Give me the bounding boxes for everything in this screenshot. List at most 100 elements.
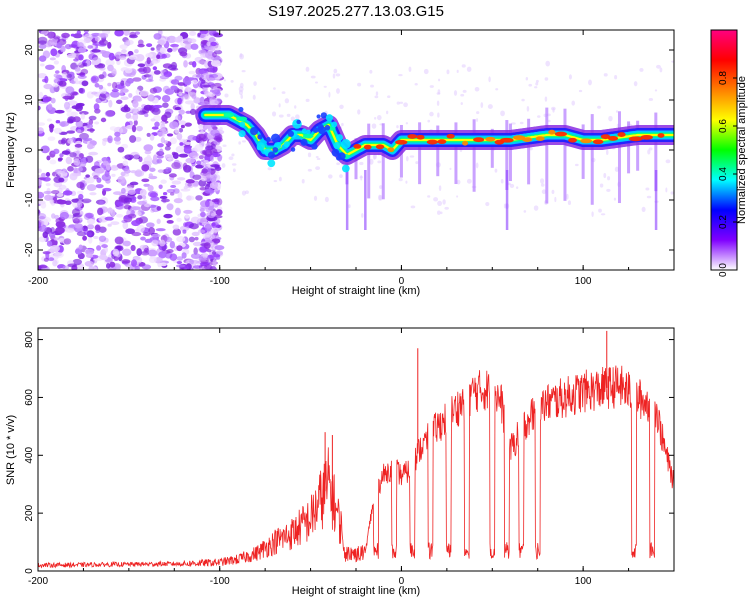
noise-blob [98,254,106,260]
noise-blob [203,242,211,250]
noise-blob [153,33,162,40]
noise-blob [170,192,175,196]
noise-dot [597,105,601,109]
y-tick-label: 10 [24,94,35,106]
noise-blob [63,101,71,110]
ridge-peak [657,133,665,138]
noise-blob [185,214,190,219]
noise-dot [462,89,467,93]
noise-dot [466,178,472,184]
noise-blob [107,82,112,87]
noise-dot [656,64,661,69]
noise-dot [552,107,555,113]
noise-blob [214,100,221,105]
noise-blob [98,39,109,46]
turbulence-blob [290,147,296,152]
noise-blob [127,189,136,195]
snr-series-line [38,365,674,569]
noise-dot [361,213,364,218]
noise-blob [203,68,209,72]
colorbar-tick-label: 0.2 [718,215,729,229]
noise-blob [148,256,157,264]
noise-blob [158,251,167,259]
noise-blob [127,213,137,219]
noise-blob [85,253,94,258]
noise-dot [446,69,450,75]
noise-blob [183,146,192,154]
noise-blob [40,97,51,103]
noise-blob [97,63,106,69]
x-tick-label: 0 [399,276,405,287]
noise-blob [201,168,208,174]
noise-dot [357,109,361,115]
ridge-peak [548,129,556,135]
noise-dot [423,68,429,75]
noise-blob [191,231,200,237]
noise-blob [131,219,141,227]
ridge-peak [485,136,496,142]
noise-dot [369,69,373,74]
noise-blob [86,128,96,132]
noise-dot [613,197,617,201]
x-tick-label: 100 [575,276,592,287]
ridge-peak [500,137,514,143]
noise-blob [131,124,137,133]
noise-blob [138,156,143,163]
noise-blob [77,42,84,48]
noise-blob [183,185,188,190]
noise-dot [578,89,583,93]
turbulence-blob [272,147,279,153]
noise-blob [172,224,180,230]
noise-blob [48,257,55,262]
noise-blob [194,236,199,241]
noise-blob [97,207,104,216]
noise-dot [487,104,493,109]
noise-blob [87,45,93,49]
noise-blob [160,198,170,203]
noise-blob [134,49,139,54]
turbulence-blob [239,121,246,128]
noise-blob [109,126,117,131]
noise-dot [378,195,383,201]
noise-blob [197,79,205,88]
streak [454,122,458,185]
noise-blob [185,110,192,114]
noise-dot [403,102,408,108]
noise-dot [241,190,247,196]
noise-blob [53,127,62,134]
noise-blob [212,52,217,58]
noise-blob [64,228,75,233]
turbulence-blob [300,138,308,146]
noise-blob [190,103,195,110]
noise-blob [66,130,76,134]
noise-dot [305,98,310,102]
noise-blob [120,96,129,101]
noise-blob [199,30,209,35]
noise-blob [72,116,81,123]
noise-dot [273,87,276,90]
noise-blob [167,64,177,71]
noise-blob [198,217,208,224]
noise-dot [665,187,668,193]
noise-dot [333,68,338,74]
noise-blob [84,179,90,184]
noise-dot [315,81,318,84]
noise-blob [54,70,60,74]
noise-blob [50,227,55,235]
noise-blob [73,58,79,62]
noise-blob [113,136,121,142]
noise-blob [115,84,125,90]
noise-blob [156,54,161,59]
noise-blob [47,136,56,141]
noise-blob [43,83,53,90]
noise-blob [178,91,183,96]
streak [505,120,509,190]
noise-blob [134,265,140,270]
spectrogram-x-label: Height of straight line (km) [292,285,420,297]
noise-blob [172,46,179,51]
noise-blob [109,261,116,268]
noise-blob [187,91,197,97]
noise-blob [212,89,221,95]
noise-dot [315,155,319,159]
noise-dot [222,144,227,147]
